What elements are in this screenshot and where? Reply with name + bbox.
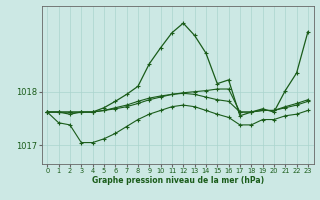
X-axis label: Graphe pression niveau de la mer (hPa): Graphe pression niveau de la mer (hPa) [92,176,264,185]
